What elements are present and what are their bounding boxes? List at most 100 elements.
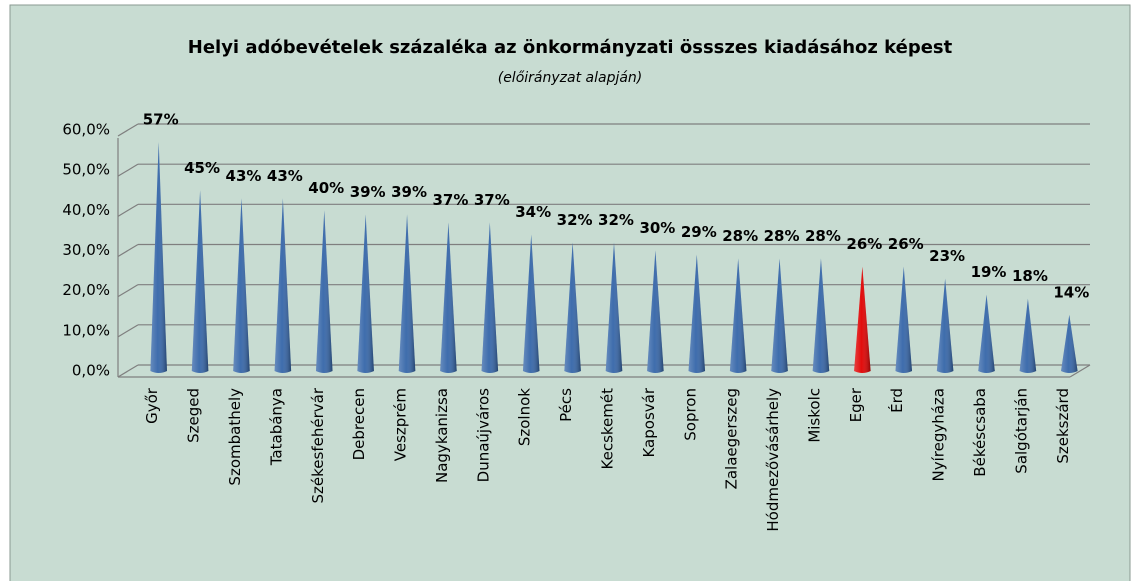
cone	[812, 258, 830, 373]
cone-part	[936, 278, 954, 373]
cone-part	[605, 242, 623, 373]
cone	[357, 214, 374, 373]
grid-line	[117, 364, 139, 378]
cone	[564, 242, 581, 373]
data-label: 37%	[432, 191, 468, 209]
grid-line	[117, 324, 139, 338]
cone-part	[771, 258, 788, 373]
cone	[688, 254, 706, 373]
data-label: 19%	[971, 263, 1007, 281]
cone	[771, 258, 788, 373]
data-label: 28%	[722, 227, 758, 245]
cone	[481, 222, 499, 373]
cone	[647, 250, 664, 373]
x-tick-label: Miskolc	[805, 388, 823, 443]
y-tick-label: 10,0%	[62, 321, 110, 339]
floor	[1069, 364, 1091, 378]
cone	[522, 234, 540, 373]
grid-line	[117, 243, 139, 258]
cone	[978, 294, 995, 373]
x-tick-label: Szekszárd	[1054, 388, 1072, 464]
data-label: 40%	[308, 179, 344, 197]
cone-part	[357, 214, 374, 373]
cone-part	[398, 214, 416, 373]
cone	[440, 222, 457, 373]
data-label: 29%	[681, 223, 717, 241]
y-tick-label: 30,0%	[62, 241, 110, 259]
x-tick-label: Salgótarján	[1012, 388, 1030, 474]
x-tick-label: Hódmezővásárhely	[764, 388, 782, 532]
x-tick-label: Szombathely	[226, 388, 244, 486]
x-tick-label: Pécs	[557, 388, 575, 422]
grid-line	[117, 284, 139, 298]
cone-part	[564, 242, 581, 373]
y-tick-label: 0,0%	[72, 362, 110, 380]
data-label: 37%	[474, 191, 510, 209]
data-label: 45%	[184, 159, 220, 177]
y-tick-label: 60,0%	[62, 121, 110, 139]
cone-part	[191, 190, 209, 373]
y-tick-label: 20,0%	[62, 281, 110, 299]
x-tick-label: Szolnok	[516, 388, 534, 446]
data-label: 14%	[1053, 283, 1089, 301]
data-label: 39%	[391, 183, 427, 201]
cone	[315, 210, 333, 373]
x-tick-label: Kecskemét	[599, 388, 617, 470]
x-tick-label: Zalaegerszeg	[723, 388, 741, 489]
cone-part	[1061, 314, 1078, 373]
data-label: 43%	[226, 167, 262, 185]
x-tick-label: Nagykanizsa	[433, 388, 451, 483]
cone	[729, 258, 747, 373]
cone-part	[895, 266, 913, 373]
grid-line	[117, 163, 139, 177]
cone	[191, 190, 209, 373]
x-tick-label: Sopron	[681, 388, 699, 441]
cone	[150, 142, 167, 373]
data-label: 39%	[350, 183, 386, 201]
data-label: 30%	[639, 219, 675, 237]
cone-part	[647, 250, 664, 373]
x-tick-label: Kaposvár	[640, 387, 658, 457]
cone	[605, 242, 623, 373]
cone-part	[688, 254, 706, 373]
data-label: 28%	[805, 227, 841, 245]
x-tick-label: Győr	[143, 387, 161, 424]
cone	[936, 278, 954, 373]
data-label: 28%	[764, 227, 800, 245]
x-tick-label: Érd	[887, 388, 906, 413]
cone-part	[150, 142, 167, 373]
cone	[274, 198, 292, 373]
y-tick-label: 40,0%	[62, 201, 110, 219]
x-tick-label: Dunaújváros	[474, 388, 492, 483]
cone-part	[440, 222, 457, 373]
chart-title: Helyi adóbevételek százaléka az önkormán…	[188, 37, 953, 58]
cone	[398, 214, 416, 373]
data-label: 26%	[846, 235, 882, 253]
x-tick-label: Tatabánya	[267, 388, 285, 466]
cone-part	[481, 222, 499, 373]
cone-part	[522, 234, 540, 373]
data-label: 23%	[929, 247, 965, 265]
cone-part	[1019, 298, 1037, 373]
data-label: 32%	[557, 211, 593, 229]
cone	[1019, 298, 1037, 373]
cone	[854, 266, 871, 373]
data-label: 34%	[515, 203, 551, 221]
data-label: 26%	[888, 235, 924, 253]
x-tick-label: Veszprém	[392, 388, 410, 461]
data-label: 18%	[1012, 267, 1048, 285]
chart-subtitle: (előirányzat alapján)	[498, 70, 643, 86]
cone-part	[854, 266, 871, 373]
x-tick-label: Szeged	[185, 388, 203, 443]
cone	[233, 198, 250, 373]
y-tick-label: 50,0%	[62, 161, 110, 179]
x-tick-label: Békéscsaba	[971, 388, 989, 477]
cone-part	[729, 258, 747, 373]
x-tick-label: Nyíregyháza	[930, 388, 948, 482]
x-tick-label: Debrecen	[350, 388, 368, 460]
grid-line	[117, 203, 139, 217]
cone	[895, 266, 913, 373]
cone-part	[233, 198, 250, 373]
data-label: 57%	[143, 111, 179, 129]
